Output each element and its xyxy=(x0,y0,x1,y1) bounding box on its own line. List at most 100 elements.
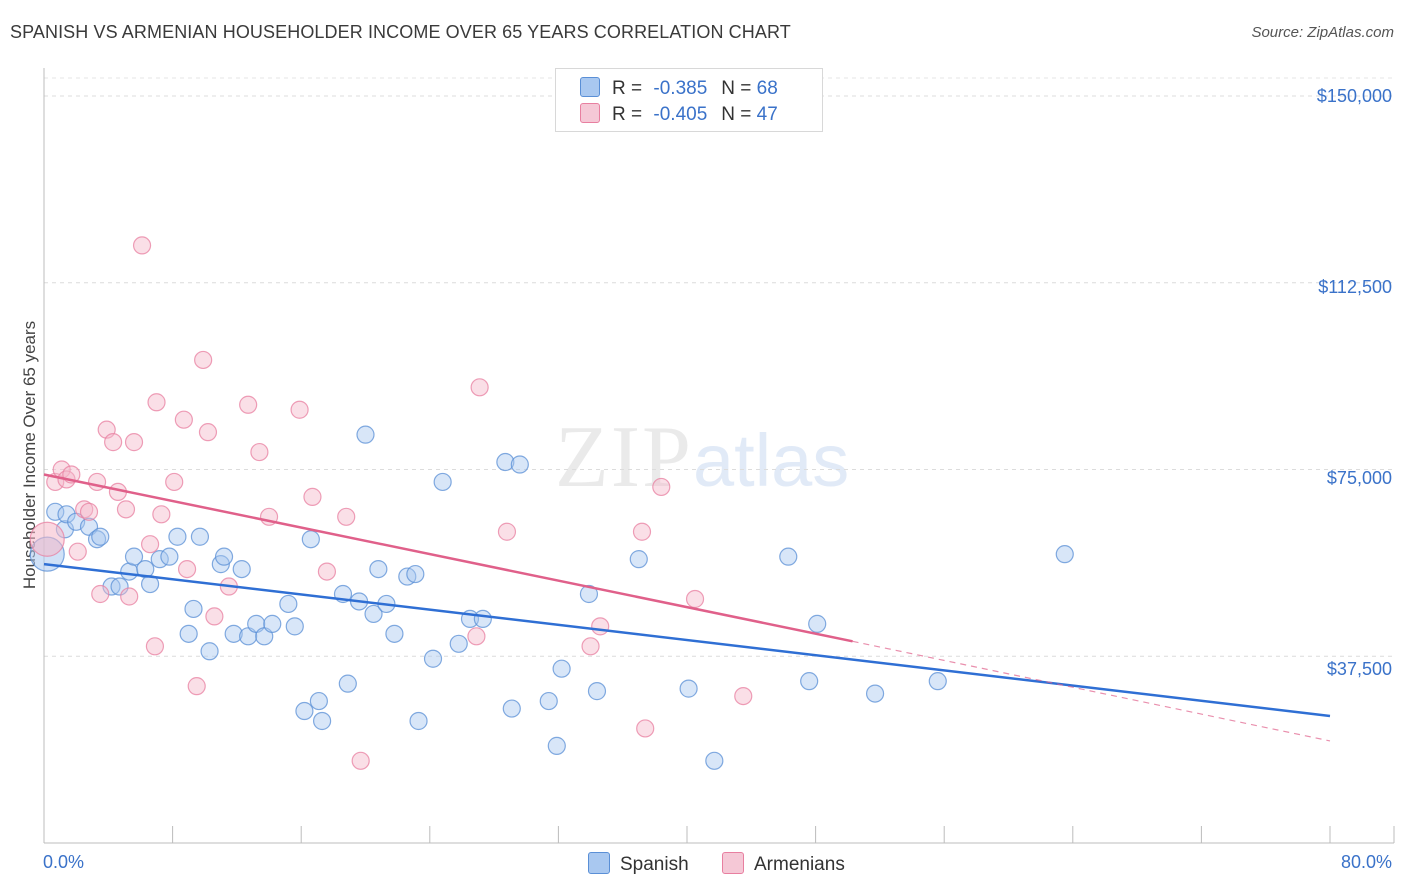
point-spanish xyxy=(473,609,492,629)
legend-n-value: 68 xyxy=(756,78,778,99)
point-armenians xyxy=(303,487,322,506)
point-spanish xyxy=(539,691,558,711)
point-armenians xyxy=(250,442,269,462)
legend-swatch-spanish xyxy=(580,77,600,97)
point-spanish xyxy=(200,642,219,661)
point-spanish xyxy=(449,634,468,653)
point-spanish xyxy=(190,527,210,546)
point-spanish xyxy=(547,736,566,755)
point-spanish xyxy=(295,701,314,721)
series-legend-label: Armenians xyxy=(754,854,845,875)
watermark: ZIPatlas xyxy=(555,405,849,508)
point-spanish xyxy=(679,679,698,698)
legend-swatch-armenians xyxy=(580,103,600,123)
point-spanish xyxy=(312,711,332,731)
series-legend: Spanish Armenians xyxy=(0,852,1406,878)
x-tick-label-min: 0.0% xyxy=(43,852,85,872)
point-spanish xyxy=(800,672,819,691)
series-swatch-spanish xyxy=(588,852,610,874)
y-tick-label: $37,500 xyxy=(1326,659,1392,679)
point-spanish xyxy=(433,472,452,492)
point-spanish xyxy=(496,452,515,472)
point-armenians xyxy=(174,410,193,429)
point-spanish xyxy=(309,691,328,711)
series-legend-label: Spanish xyxy=(620,854,689,875)
point-armenians xyxy=(177,559,197,579)
point-spanish xyxy=(168,527,187,546)
point-armenians xyxy=(194,350,213,370)
point-armenians xyxy=(147,393,166,412)
point-armenians xyxy=(467,627,486,646)
watermark-zip: ZIP xyxy=(555,409,693,506)
series-legend-armenians: Armenians xyxy=(722,852,845,876)
point-spanish xyxy=(263,614,282,633)
point-spanish xyxy=(124,547,144,566)
point-spanish xyxy=(808,614,827,633)
point-spanish xyxy=(87,530,107,549)
point-spanish xyxy=(184,599,203,619)
legend-n-label: N = xyxy=(721,104,752,125)
legend-row-spanish: R = -0.385 N = 68 xyxy=(580,77,778,99)
point-armenians xyxy=(497,522,517,541)
point-spanish xyxy=(369,559,388,579)
legend-r-value: -0.405 xyxy=(653,104,708,125)
point-armenians xyxy=(351,751,370,770)
point-armenians xyxy=(91,584,110,604)
point-armenians xyxy=(198,423,218,442)
point-armenians xyxy=(239,395,258,414)
point-spanish xyxy=(285,617,304,636)
point-spanish xyxy=(865,684,885,703)
point-armenians xyxy=(187,677,206,696)
point-spanish xyxy=(502,699,521,718)
point-armenians xyxy=(145,637,165,656)
y-tick-label: $150,000 xyxy=(1316,86,1392,106)
legend-row-armenians: R = -0.405 N = 47 xyxy=(580,103,778,125)
source-note: Source: ZipAtlas.com xyxy=(1251,24,1394,41)
point-spanish xyxy=(779,547,798,566)
point-armenians xyxy=(140,535,160,554)
point-armenians xyxy=(68,542,87,561)
point-spanish xyxy=(57,505,76,524)
point-spanish xyxy=(214,547,234,566)
point-spanish xyxy=(406,564,425,584)
point-armenians xyxy=(734,686,753,706)
point-armenians xyxy=(632,522,652,541)
legend-n-value: 47 xyxy=(756,104,778,125)
correlation-legend: R = -0.385 N = 68 R = -0.405 N = 47 xyxy=(555,68,823,132)
point-armenians xyxy=(470,378,489,397)
point-armenians xyxy=(652,477,671,497)
point-armenians xyxy=(317,562,337,581)
point-spanish xyxy=(423,649,443,668)
point-armenians xyxy=(29,521,65,557)
chart-title: SPANISH VS ARMENIAN HOUSEHOLDER INCOME O… xyxy=(10,22,791,42)
point-spanish xyxy=(409,711,428,731)
x-tick-label-max: 80.0% xyxy=(1340,852,1392,872)
point-armenians xyxy=(337,507,356,526)
legend-r-value: -0.385 xyxy=(653,78,708,99)
point-spanish xyxy=(179,624,198,643)
point-armenians xyxy=(685,589,705,609)
point-armenians xyxy=(581,637,600,656)
point-spanish xyxy=(552,659,571,678)
point-spanish xyxy=(160,547,179,566)
point-armenians xyxy=(165,472,184,492)
point-armenians xyxy=(116,500,136,519)
point-spanish xyxy=(91,527,110,546)
y-tick-label: $75,000 xyxy=(1326,468,1392,488)
legend-r-label: R = xyxy=(612,104,643,125)
point-spanish xyxy=(356,425,375,444)
y-tick-label: $112,500 xyxy=(1318,277,1392,297)
point-spanish xyxy=(928,672,947,691)
point-spanish xyxy=(1055,545,1074,564)
series-swatch-armenians xyxy=(722,852,744,874)
series-legend-spanish: Spanish xyxy=(588,852,689,876)
point-spanish xyxy=(110,577,129,596)
point-spanish xyxy=(385,624,404,643)
point-spanish xyxy=(224,624,243,643)
point-spanish xyxy=(587,682,607,701)
point-spanish xyxy=(364,604,383,624)
point-armenians xyxy=(290,400,309,419)
point-spanish xyxy=(338,674,357,693)
point-armenians xyxy=(75,500,94,519)
